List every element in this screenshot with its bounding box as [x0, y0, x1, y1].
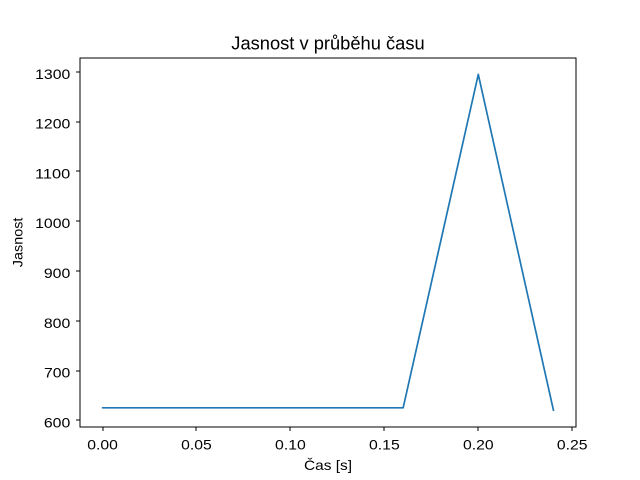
svg-text:0.10: 0.10 — [275, 436, 306, 452]
svg-text:1100: 1100 — [35, 165, 71, 181]
svg-text:1200: 1200 — [35, 116, 70, 132]
svg-text:0.05: 0.05 — [181, 436, 212, 452]
svg-text:700: 700 — [44, 365, 71, 381]
svg-text:Jasnost: Jasnost — [9, 217, 25, 267]
svg-text:1300: 1300 — [35, 66, 70, 82]
svg-text:600: 600 — [44, 414, 71, 430]
svg-text:Jasnost v průběhu času: Jasnost v průběhu času — [231, 33, 424, 54]
svg-text:0.15: 0.15 — [369, 436, 400, 452]
svg-text:0.20: 0.20 — [463, 436, 494, 452]
svg-text:800: 800 — [44, 315, 71, 331]
svg-text:0.25: 0.25 — [557, 436, 588, 452]
svg-text:1000: 1000 — [35, 215, 70, 231]
svg-text:0.00: 0.00 — [87, 436, 118, 452]
svg-text:Čas [s]: Čas [s] — [304, 457, 352, 473]
svg-text:900: 900 — [44, 265, 71, 281]
